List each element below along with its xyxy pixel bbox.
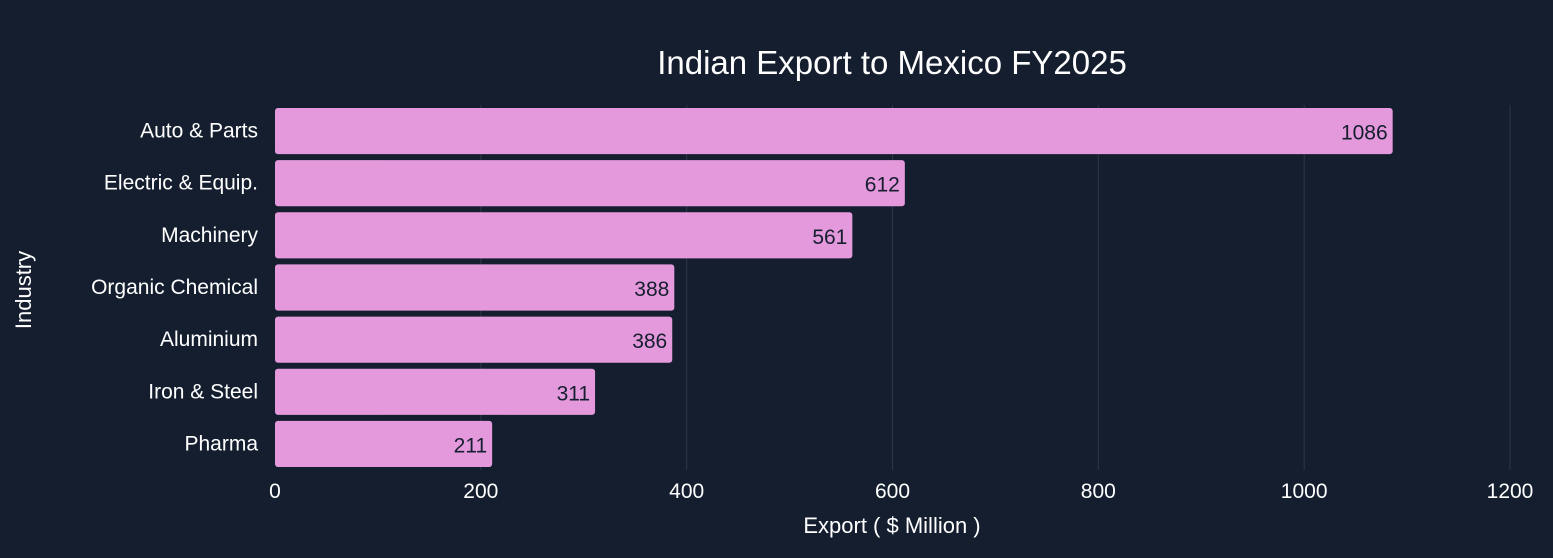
y-tick-label: Auto & Parts bbox=[140, 120, 258, 143]
bar-value-label: 561 bbox=[812, 226, 847, 249]
x-tick-label: 200 bbox=[463, 480, 498, 503]
x-tick-label: 1000 bbox=[1281, 480, 1328, 503]
x-tick-label: 400 bbox=[669, 480, 704, 503]
bar-value-label: 1086 bbox=[1341, 122, 1388, 145]
bar-value-label: 612 bbox=[865, 174, 900, 197]
bar bbox=[275, 160, 905, 207]
bar-value-label: 388 bbox=[634, 278, 669, 301]
y-tick-label: Machinery bbox=[161, 224, 258, 247]
bar-value-label: 311 bbox=[557, 382, 590, 405]
bar-value-label: 211 bbox=[454, 434, 487, 457]
x-tick-label: 1200 bbox=[1487, 480, 1534, 503]
bar bbox=[275, 212, 853, 259]
y-tick-label: Aluminium bbox=[160, 328, 258, 351]
x-tick-label: 0 bbox=[269, 480, 281, 503]
bar bbox=[275, 368, 596, 415]
bar bbox=[275, 316, 673, 363]
x-tick-label: 800 bbox=[1081, 480, 1116, 503]
y-tick-label: Electric & Equip. bbox=[104, 172, 258, 195]
chart-title: Indian Export to Mexico FY2025 bbox=[657, 44, 1127, 81]
bar bbox=[275, 107, 1393, 155]
bar bbox=[275, 264, 675, 311]
bar bbox=[275, 420, 493, 468]
y-tick-label: Iron & Steel bbox=[148, 380, 258, 403]
bar-value-label: 386 bbox=[632, 330, 667, 353]
x-tick-label: 600 bbox=[875, 480, 910, 503]
x-axis-label: Export ( $ Million ) bbox=[803, 513, 980, 538]
y-axis-label: Industry bbox=[11, 251, 36, 329]
y-tick-label: Organic Chemical bbox=[91, 276, 258, 299]
y-tick-label: Pharma bbox=[184, 432, 258, 455]
